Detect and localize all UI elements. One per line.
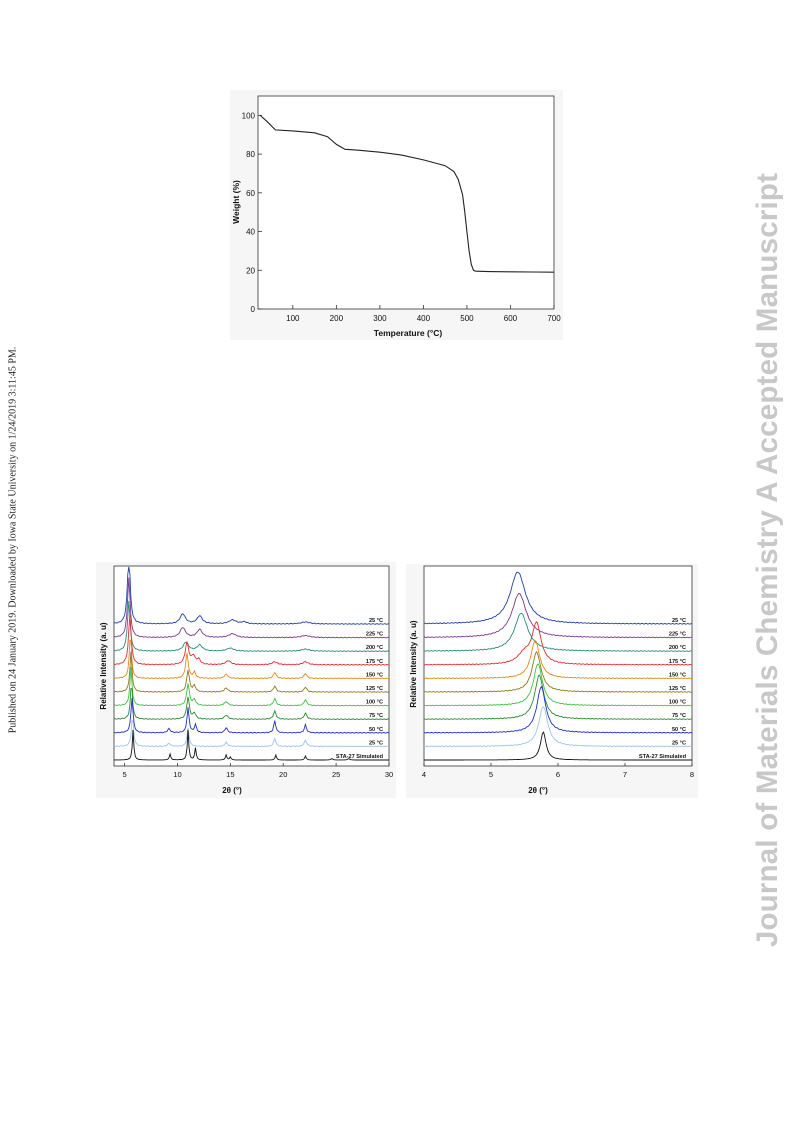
pxrd-zoom-figure: 4 5 6 7 8 25 °C 225 °C 200 °C 175 °C 150 °C 125 °C…	[406, 564, 698, 798]
pxrd-zoom-x-tick-label: 4	[422, 770, 426, 779]
pxrd-zoom-pattern-line	[423, 663, 693, 707]
tga-figure: 100 200 300 400 500 600 700 0 20 40 60 80 100 Temper…	[230, 90, 563, 340]
pxrd-zoom-pattern-label: 150 °C	[669, 672, 686, 678]
pxrd-zoom-y-axis-label: Relative Intensity (a. u)	[409, 620, 418, 707]
journal-watermark: Journal of Materials Chemistry A Accepte…	[746, 160, 790, 960]
pxrd-x-tick-label: 20	[279, 770, 287, 779]
pxrd-pattern-line	[113, 697, 390, 734]
pxrd-zoom-x-tick-label: 5	[489, 770, 493, 779]
pxrd-pattern-line	[113, 651, 390, 693]
pxrd-zoom-pattern-line	[423, 593, 693, 639]
tga-x-tick-label: 500	[460, 314, 474, 323]
pxrd-x-tick-label: 25	[332, 770, 340, 779]
pxrd-pattern-line	[113, 639, 390, 680]
pxrd-y-axis-label: Relative Intensity (a. u)	[99, 622, 108, 709]
publication-side-note: Published on 24 January 2019. Downloaded…	[4, 300, 22, 780]
pxrd-pattern-label: 125 °C	[366, 686, 383, 692]
pxrd-zoom-pattern-label: 25 °C	[672, 618, 686, 624]
tga-weight-curve	[259, 114, 555, 273]
pxrd-zoom-pattern-line	[423, 571, 693, 625]
tga-y-tick-label: 100	[242, 111, 256, 120]
pxrd-x-axis-label: 2θ (°)	[222, 786, 242, 795]
pxrd-zoom-pattern-label: 75 °C	[672, 713, 686, 719]
tga-x-tick-label: 200	[330, 314, 344, 323]
pxrd-x-tick-label: 10	[173, 770, 181, 779]
pxrd-pattern-label: 150 °C	[366, 672, 383, 678]
pxrd-zoom-pattern-label: STA-27 Simulated	[639, 754, 687, 760]
pxrd-pattern-label: 25 °C	[369, 740, 383, 746]
pxrd-pattern-line	[113, 667, 390, 707]
pxrd-pattern-line	[113, 687, 390, 720]
pxrd-pattern-line	[114, 729, 389, 761]
pxrd-zoom-pattern-label: 225 °C	[669, 632, 686, 638]
pxrd-pattern-label: 100 °C	[366, 700, 383, 706]
pxrd-zoom-pattern-line	[423, 650, 693, 693]
pxrd-pattern-label: STA-27 Simulated	[336, 754, 384, 760]
pxrd-x-tick-label: 5	[122, 770, 126, 779]
pxrd-pattern-line	[113, 614, 390, 666]
tga-x-axis-label: Temperature (°C)	[374, 328, 443, 338]
pxrd-chart: 5 10 15 20 25 30 25 °C 225 °C 200 °C 175 °C 150 °C…	[99, 565, 393, 795]
publication-side-note-text: Published on 24 January 2019. Downloaded…	[7, 346, 19, 734]
tga-y-tick-label: 20	[246, 266, 255, 275]
pxrd-pattern-label: 225 °C	[366, 632, 383, 638]
pxrd-zoom-x-tick-label: 6	[556, 770, 560, 779]
tga-x-tick-label: 600	[504, 314, 518, 323]
pxrd-zoom-pattern-label: 25 °C	[672, 740, 686, 746]
pxrd-zoom-pattern-line	[423, 621, 693, 666]
tga-y-tick-label: 40	[246, 228, 255, 237]
pxrd-pattern-line	[114, 577, 390, 639]
pxrd-zoom-pattern-label: 100 °C	[669, 700, 686, 706]
tga-y-tick-label: 0	[251, 305, 256, 314]
tga-x-tick-label: 400	[417, 314, 431, 323]
pxrd-pattern-line	[113, 566, 390, 625]
pxrd-plot-frame	[113, 565, 390, 767]
tga-chart: 100 200 300 400 500 600 700 0 20 40 60 80 100 Temper…	[231, 95, 561, 338]
pxrd-zoom-pattern-label: 175 °C	[669, 659, 686, 665]
pxrd-zoom-plot-frame	[423, 565, 693, 767]
tga-x-tick-label: 100	[286, 314, 300, 323]
tga-plot-frame	[257, 95, 555, 310]
pxrd-zoom-pattern-label: 200 °C	[669, 645, 686, 651]
pxrd-zoom-x-tick-label: 8	[690, 770, 694, 779]
pxrd-zoom-chart: 4 5 6 7 8 25 °C 225 °C 200 °C 175 °C 150 °C 125 °C…	[409, 565, 694, 795]
pxrd-pattern-label: 75 °C	[369, 713, 383, 719]
pxrd-zoom-pattern-line	[423, 685, 693, 734]
pxrd-pattern-label: 25 °C	[369, 618, 383, 624]
pxrd-pattern-label: 175 °C	[366, 659, 383, 665]
pxrd-x-tick-label: 15	[226, 770, 234, 779]
pxrd-figure: 5 10 15 20 25 30 25 °C 225 °C 200 °C 175 °C 150 °C…	[96, 562, 396, 798]
pxrd-pattern-line	[113, 600, 390, 652]
pxrd-pattern-label: 50 °C	[369, 727, 383, 733]
pxrd-zoom-pattern-line	[423, 640, 693, 680]
pxrd-zoom-pattern-line	[424, 731, 692, 761]
tga-x-tick-label: 300	[373, 314, 387, 323]
pxrd-zoom-pattern-line	[423, 613, 693, 652]
tga-y-axis-label: Weight (%)	[231, 180, 241, 224]
tga-x-tick-label: 700	[547, 314, 561, 323]
pxrd-zoom-pattern-label: 50 °C	[672, 727, 686, 733]
pxrd-x-tick-label: 30	[385, 770, 393, 779]
journal-watermark-text: Journal of Materials Chemistry A Accepte…	[751, 172, 784, 948]
tga-y-tick-label: 60	[246, 189, 255, 198]
pxrd-zoom-pattern-line	[424, 674, 693, 720]
pxrd-pattern-label: 200 °C	[366, 645, 383, 651]
tga-y-tick-label: 80	[246, 150, 255, 159]
pxrd-zoom-pattern-line	[423, 706, 693, 748]
pxrd-zoom-x-tick-label: 7	[623, 770, 627, 779]
pxrd-zoom-pattern-label: 125 °C	[669, 686, 686, 692]
pxrd-pattern-line	[113, 719, 390, 748]
pxrd-zoom-x-axis-label: 2θ (°)	[528, 786, 548, 795]
